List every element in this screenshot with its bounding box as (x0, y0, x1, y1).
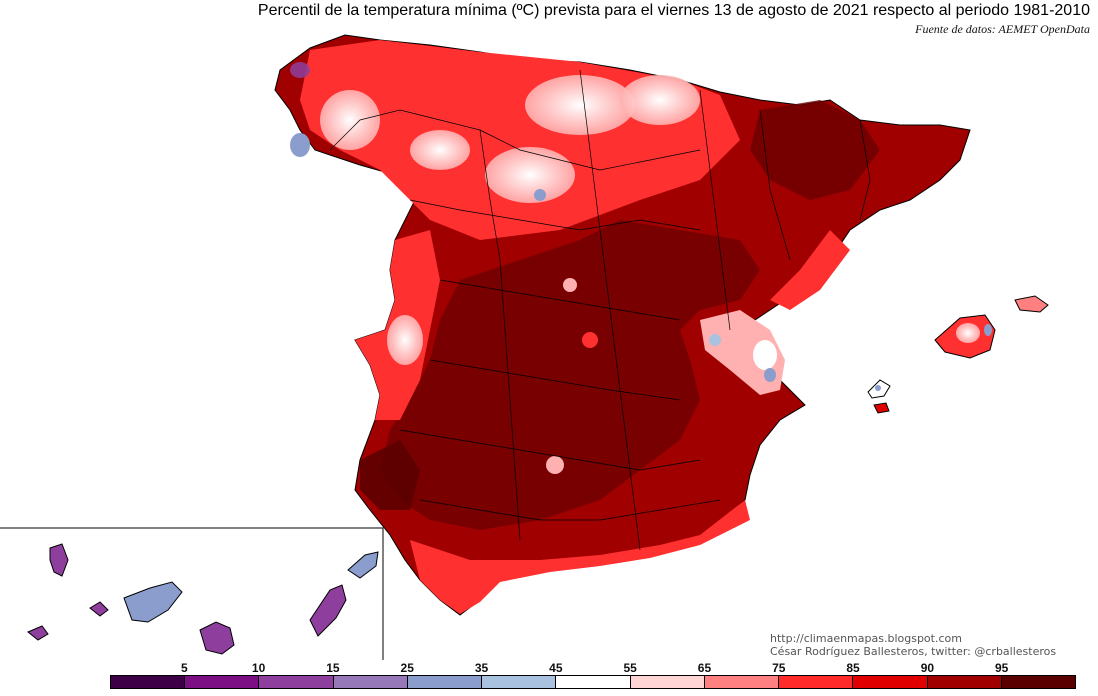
legend-label: 5 (180, 661, 188, 675)
jaen-mild-spot (546, 456, 564, 474)
author-credit: César Rodríguez Ballesteros, twitter: @c… (770, 645, 1057, 658)
gran-canaria-island (199, 621, 235, 655)
legend-swatch (779, 676, 854, 688)
legend-swatch (111, 676, 186, 688)
mallorca-mild-patch (956, 323, 980, 343)
valencia-neutral-patch (753, 340, 777, 370)
legend-label: 10 (251, 661, 266, 675)
legend-label: 85 (846, 661, 860, 675)
castilla-mild-patch (485, 147, 575, 203)
legend-swatch (927, 676, 1002, 688)
galicia-warm-spot (304, 84, 316, 96)
extremadura-mild-patch (387, 315, 423, 365)
la-gomera-island (89, 601, 109, 617)
legend-label: 65 (697, 661, 712, 675)
northeast-very-high (750, 100, 880, 200)
formentera-island (873, 402, 890, 414)
legend-swatch (853, 676, 928, 688)
castellon-cool-patch (709, 334, 721, 346)
legend-label: 15 (326, 661, 340, 675)
legend-label: 45 (549, 661, 563, 675)
spain-percentile-map (0, 34, 1049, 660)
map-area (0, 34, 1049, 660)
legend-swatch (407, 676, 483, 688)
southwest-very-high (360, 440, 420, 510)
madrid-mild-spot (563, 278, 577, 292)
map-title: Percentil de la temperatura mínima (ºC) … (257, 2, 1090, 19)
tenerife-island (123, 581, 183, 623)
legend-label: 75 (772, 661, 786, 675)
castilla-la-mancha-warm-spot (582, 332, 598, 348)
south-coast-warm-zone (410, 500, 750, 614)
legend-swatch (1001, 676, 1076, 688)
legend-labels: 5 10 15 25 35 45 55 65 75 85 90 95 (0, 661, 1098, 675)
menorca-island (1014, 295, 1049, 313)
legend-label: 90 (920, 661, 935, 675)
la-palma-island (49, 543, 69, 577)
galicia-cold-spot-1 (290, 62, 310, 78)
legend-swatch (333, 676, 408, 688)
east-coast-warm-zone (770, 230, 850, 310)
burgos-cool-spot (534, 189, 546, 201)
lanzarote-island (347, 551, 379, 579)
legend-swatch (482, 676, 557, 688)
legend-swatch (630, 676, 705, 688)
percentile-legend (110, 675, 1076, 689)
legend-label: 55 (623, 661, 637, 675)
legend-swatch (259, 676, 334, 688)
blog-url[interactable]: http://climaenmapas.blogspot.com (770, 632, 962, 645)
basque-mild-patch (620, 75, 700, 125)
canary-inset-frame (0, 527, 384, 660)
legend-swatch (556, 676, 631, 688)
ibiza-cool-spot (875, 385, 881, 391)
legend-label: 95 (995, 661, 1009, 675)
leon-mild-patch (410, 130, 470, 170)
map-credits: http://climaenmapas.blogspot.com César R… (770, 632, 1056, 658)
legend-swatch (704, 676, 780, 688)
legend-label: 25 (400, 661, 414, 675)
el-hierro-island (27, 625, 49, 641)
province-borders (329, 69, 871, 551)
cantabria-mild-patch (525, 75, 635, 135)
mallorca-cool-spot (984, 324, 992, 336)
data-source: Fuente de datos: AEMET OpenData (915, 22, 1090, 36)
valencia-cool-patch (764, 368, 776, 382)
valencia-mild-zone (700, 310, 785, 395)
legend-swatch (185, 676, 260, 688)
galicia-cool-spot-2 (290, 133, 310, 157)
very-high-zone (380, 220, 760, 530)
fuerteventura-island (309, 584, 347, 637)
galicia-mild-patch (320, 90, 380, 150)
legend-label: 35 (474, 661, 489, 675)
